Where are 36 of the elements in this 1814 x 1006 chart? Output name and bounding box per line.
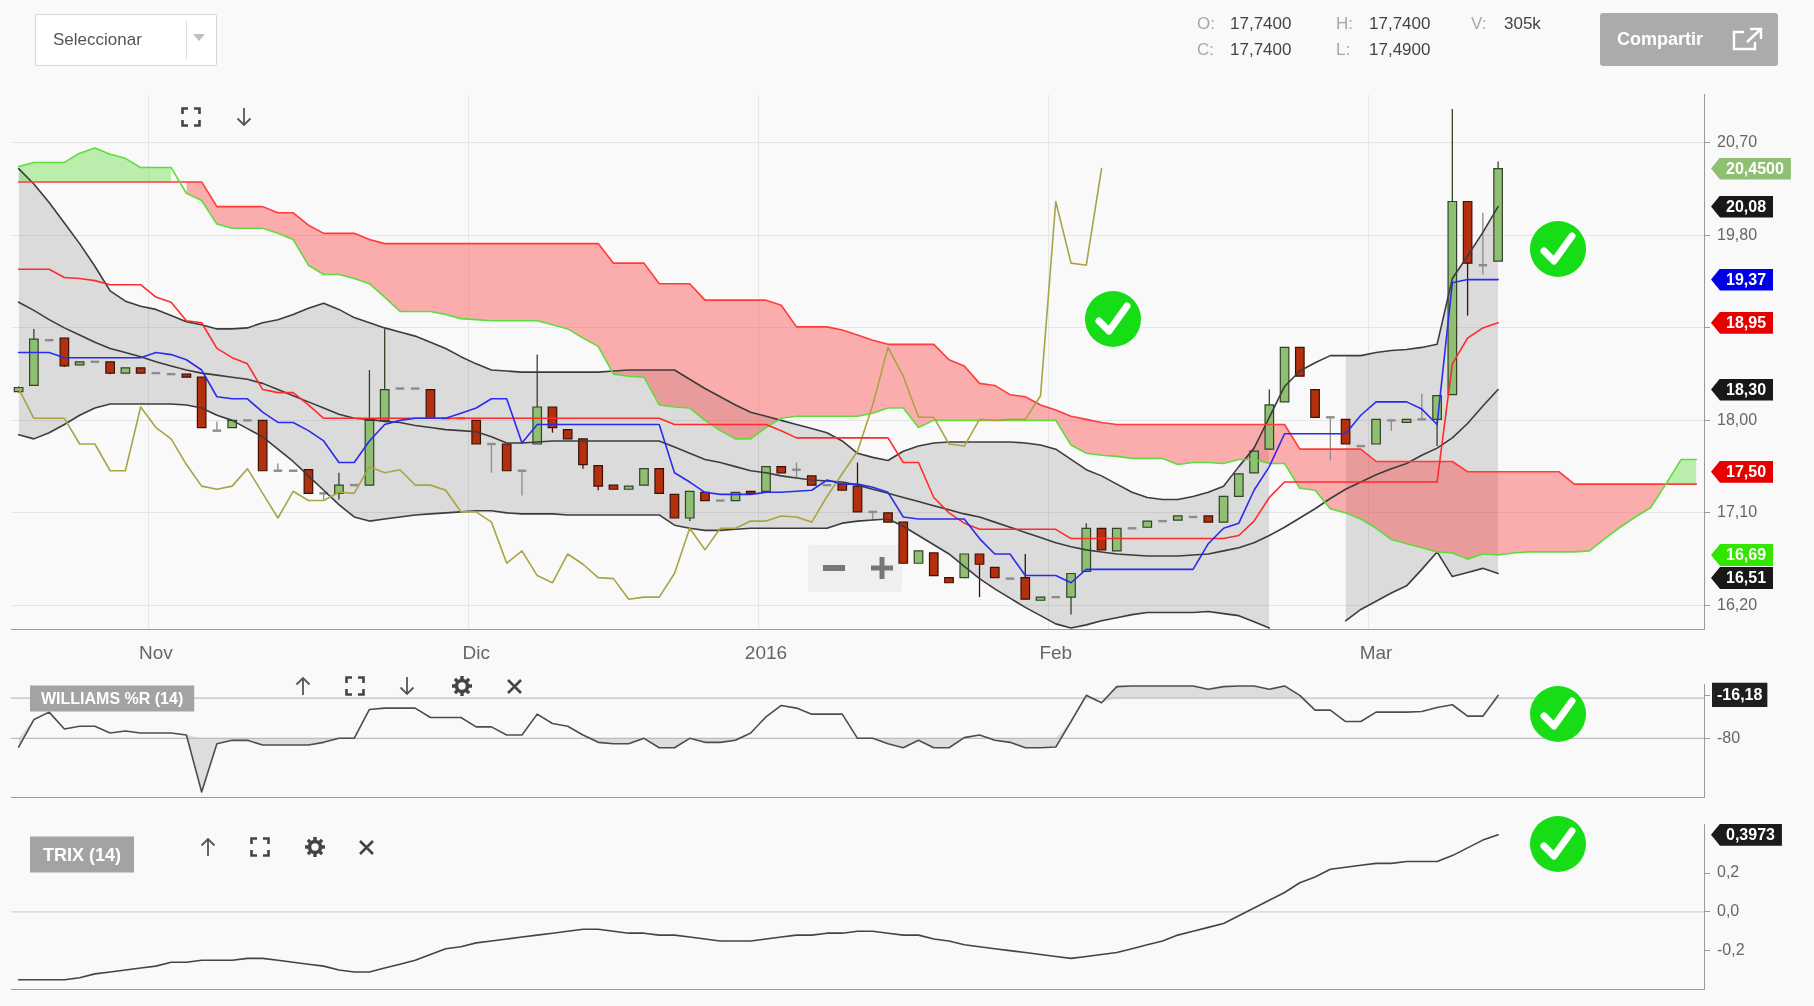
x-tick-label: Dic bbox=[462, 641, 490, 663]
text: V: 305k bbox=[1471, 14, 1541, 34]
text: 20,4500 bbox=[1711, 157, 1791, 180]
y-tick-label: -80 bbox=[1717, 728, 1741, 746]
text: H: 17,7400 bbox=[1336, 14, 1431, 34]
x-tick-label: 2016 bbox=[744, 641, 788, 663]
text: O: 17,7400 bbox=[1197, 14, 1292, 34]
y-tick-label: 0,0 bbox=[1717, 902, 1740, 920]
y-tick-label: 19,80 bbox=[1717, 225, 1758, 243]
text: TRIX (14) bbox=[43, 844, 122, 865]
button: Compartir bbox=[1600, 13, 1778, 66]
x-tick-label: Nov bbox=[139, 641, 174, 663]
y-tick-label: 16,20 bbox=[1717, 595, 1758, 613]
text: 0,3973 bbox=[1711, 823, 1782, 846]
y-tick-label: 17,10 bbox=[1717, 503, 1758, 521]
chart-title: WILLIAMS %R (14) bbox=[41, 690, 184, 708]
text: 16,51 bbox=[1711, 567, 1774, 589]
text: L: 17,4900 bbox=[1336, 40, 1431, 60]
y-tick-label: -16,18 bbox=[1717, 685, 1763, 703]
y-tick-label: 20,70 bbox=[1717, 133, 1758, 151]
text: 19,37 bbox=[1711, 268, 1774, 291]
text: C: 17,7400 bbox=[1197, 40, 1292, 60]
y-tick-label: -0,2 bbox=[1717, 941, 1745, 959]
candlestick bbox=[212, 420, 222, 432]
text: 16,69 bbox=[1711, 544, 1774, 566]
x-tick-label: Feb bbox=[1039, 641, 1073, 663]
select-field: Seleccionar bbox=[35, 14, 217, 66]
x-tick-label: Mar bbox=[1359, 641, 1394, 663]
candlestick bbox=[1417, 393, 1427, 421]
text: 20,08 bbox=[1711, 195, 1774, 218]
candlestick bbox=[1326, 416, 1335, 462]
y-tick-label: 0,2 bbox=[1717, 863, 1740, 881]
text: 18,30 bbox=[1711, 378, 1774, 401]
text: 18,95 bbox=[1711, 311, 1774, 334]
text: 17,50 bbox=[1711, 460, 1774, 483]
y-tick-label: 18,00 bbox=[1717, 410, 1758, 428]
